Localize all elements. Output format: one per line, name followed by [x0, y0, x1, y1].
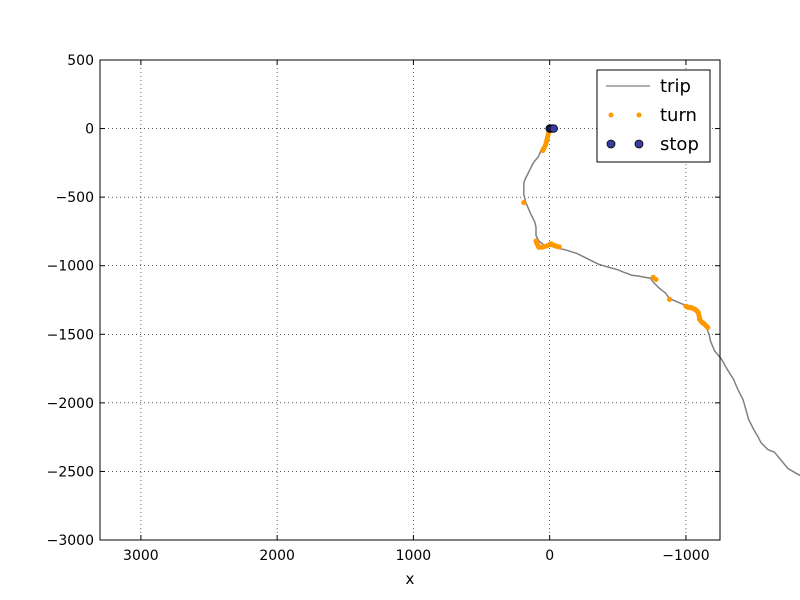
legend-trip-label: trip	[660, 76, 691, 97]
x-axis-label: x	[406, 570, 415, 588]
stop-series	[545, 124, 558, 133]
trip-line	[523, 128, 800, 477]
legend-turn-marker	[636, 112, 642, 118]
x-tick-label: 0	[545, 548, 554, 564]
y-tick-label: −3000	[47, 533, 94, 549]
stop-point	[549, 124, 558, 133]
y-tick-label: −2500	[47, 464, 94, 480]
y-tick-label: −1500	[47, 327, 94, 343]
turn-point	[653, 276, 659, 283]
y-tick-label: −2000	[47, 396, 94, 412]
turn-point	[556, 244, 562, 250]
axis-ticks: 3000 2000 1000 0 −1000 500 0 −500 −1000 −1500 −200…	[47, 53, 720, 564]
y-tick-label: −500	[56, 190, 94, 206]
y-tick-label: 500	[67, 53, 94, 69]
y-tick-label: −1000	[47, 259, 94, 275]
turn-point	[540, 147, 546, 154]
turn-point	[705, 324, 711, 331]
legend-box	[596, 69, 711, 163]
turn-point	[521, 200, 527, 206]
plot-frame	[99, 59, 721, 541]
turn-series	[521, 128, 711, 331]
turn-point	[666, 296, 673, 302]
x-tick-label: −1000	[662, 548, 709, 564]
legend-stop-label: stop	[660, 134, 699, 155]
trip-series	[523, 128, 800, 477]
x-tick-label: 3000	[123, 548, 159, 564]
legend-turn-label: turn	[660, 105, 697, 126]
x-tick-label: 2000	[259, 548, 295, 564]
x-tick-label: 1000	[396, 548, 432, 564]
legend-stop-marker	[634, 139, 644, 149]
legend: trip turn stop	[596, 69, 711, 163]
y-tick-label: 0	[85, 122, 94, 138]
legend-turn-marker	[608, 112, 614, 118]
legend-stop-marker	[606, 139, 616, 149]
